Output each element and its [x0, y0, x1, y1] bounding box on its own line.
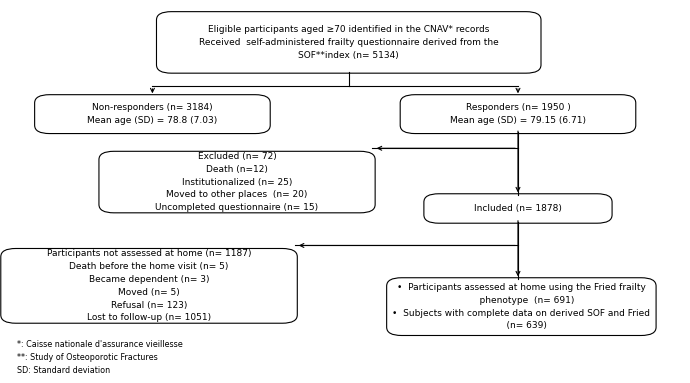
- Text: Excluded (n= 72)
Death (n=12)
Institutionalized (n= 25)
Moved to other places  (: Excluded (n= 72) Death (n=12) Institutio…: [155, 152, 319, 212]
- FancyBboxPatch shape: [99, 151, 375, 213]
- FancyBboxPatch shape: [400, 95, 635, 134]
- Text: Responders (n= 1950 )
Mean age (SD) = 79.15 (6.71): Responders (n= 1950 ) Mean age (SD) = 79…: [450, 103, 586, 125]
- FancyBboxPatch shape: [1, 249, 297, 323]
- Text: Eligible participants aged ≥70 identified in the CNAV* records
Received  self-ad: Eligible participants aged ≥70 identifie…: [199, 25, 499, 60]
- Text: •  Participants assessed at home using the Fried frailty
    phenotype  (n= 691): • Participants assessed at home using th…: [393, 283, 651, 331]
- FancyBboxPatch shape: [34, 95, 270, 134]
- Text: Participants not assessed at home (n= 1187)
Death before the home visit (n= 5)
B: Participants not assessed at home (n= 11…: [47, 249, 251, 322]
- Text: *: Caisse nationale d'assurance vieillesse
**: Study of Osteoporotic Fractures
S: *: Caisse nationale d'assurance vieilles…: [17, 340, 183, 375]
- FancyBboxPatch shape: [157, 11, 541, 73]
- FancyBboxPatch shape: [386, 278, 656, 336]
- Text: Non-responders (n= 3184)
Mean age (SD) = 78.8 (7.03): Non-responders (n= 3184) Mean age (SD) =…: [88, 103, 217, 125]
- Text: Included (n= 1878): Included (n= 1878): [474, 204, 562, 213]
- FancyBboxPatch shape: [424, 194, 612, 223]
